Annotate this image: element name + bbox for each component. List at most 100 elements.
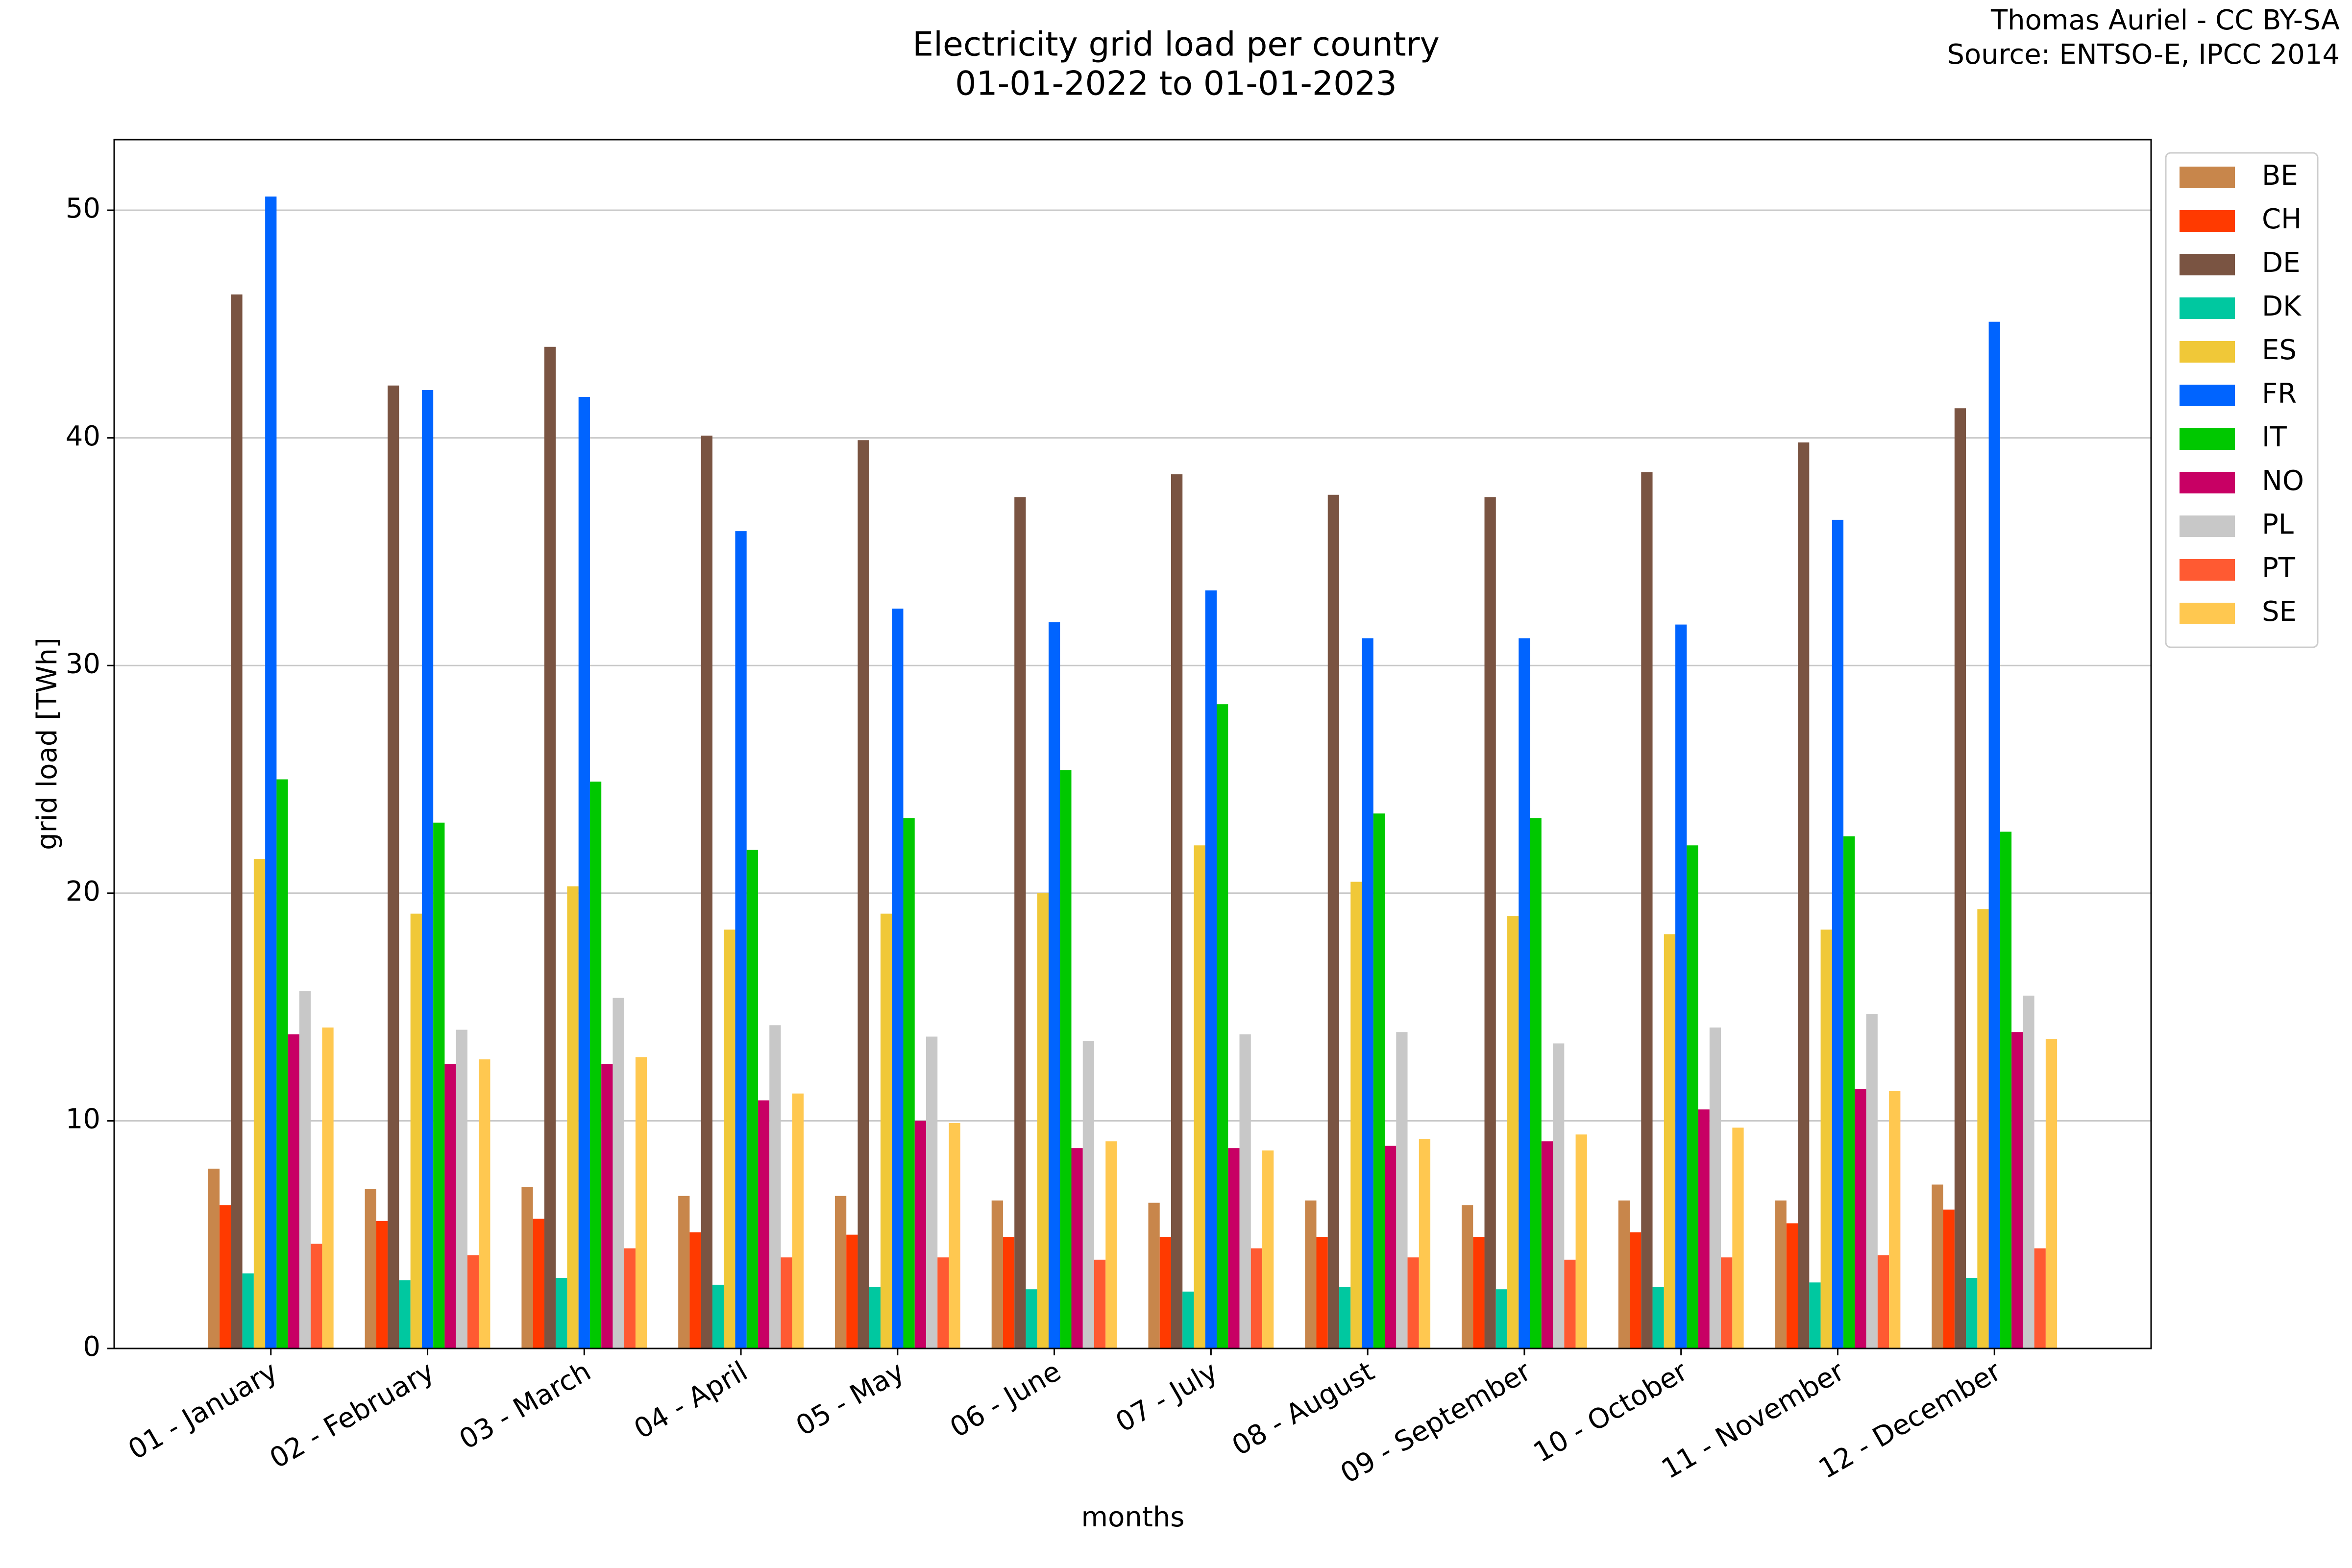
bar	[1462, 1205, 1473, 1348]
bar	[376, 1221, 388, 1348]
bar	[612, 998, 624, 1348]
bar	[1094, 1259, 1106, 1348]
bar	[1339, 1287, 1351, 1348]
bar	[1943, 1209, 1955, 1348]
bar	[1630, 1232, 1642, 1348]
legend-label: CH	[2262, 203, 2302, 235]
bar	[2023, 995, 2034, 1348]
bar	[1159, 1237, 1171, 1348]
legend-swatch	[2180, 559, 2235, 581]
legend-label: DK	[2262, 291, 2302, 322]
bar	[1082, 1041, 1095, 1348]
bar	[1977, 909, 1989, 1348]
bar	[533, 1219, 544, 1348]
bar	[388, 385, 399, 1348]
bar	[556, 1277, 567, 1348]
bar	[1507, 916, 1519, 1348]
bar	[1843, 836, 1855, 1348]
legend-swatch	[2180, 603, 2235, 624]
bar	[1171, 474, 1183, 1348]
bar	[869, 1287, 881, 1348]
bar	[589, 782, 602, 1348]
bar	[2000, 832, 2012, 1348]
legend-label: ES	[2262, 334, 2297, 366]
bar	[1262, 1150, 1274, 1348]
bar	[781, 1257, 792, 1348]
annotation: Thomas Auriel - CC BY-SA	[1990, 4, 2340, 36]
bar	[1473, 1237, 1485, 1348]
bar	[746, 850, 758, 1348]
bar	[1798, 442, 1810, 1348]
bar	[1484, 497, 1496, 1348]
bar	[220, 1205, 231, 1348]
bar	[834, 1196, 847, 1348]
bar	[544, 346, 556, 1349]
y-tick-label: 0	[83, 1331, 100, 1363]
bar	[299, 991, 311, 1348]
bar	[846, 1234, 858, 1348]
bar	[1037, 893, 1049, 1348]
bar	[601, 1064, 613, 1348]
bar	[1350, 882, 1362, 1348]
bar	[433, 822, 445, 1348]
bar	[1641, 472, 1653, 1348]
bar	[578, 396, 590, 1349]
bar	[1652, 1287, 1664, 1348]
legend-label: PL	[2262, 509, 2294, 540]
bar	[880, 913, 892, 1348]
bar	[701, 435, 712, 1348]
legend-swatch	[2180, 210, 2235, 232]
bar	[1855, 1089, 1866, 1348]
legend-label: NO	[2262, 465, 2304, 497]
bar	[1988, 321, 2000, 1349]
bar	[265, 196, 277, 1349]
bar	[276, 779, 288, 1348]
bar	[1809, 1282, 1821, 1348]
bar	[467, 1255, 479, 1348]
bar	[712, 1284, 724, 1348]
bar	[724, 930, 735, 1348]
legend-swatch	[2180, 428, 2235, 450]
bar	[735, 531, 747, 1348]
bar	[1519, 638, 1530, 1348]
legend-swatch	[2180, 297, 2235, 319]
bar	[792, 1093, 804, 1348]
y-tick-label: 30	[66, 648, 100, 680]
legend-label: DE	[2262, 247, 2301, 279]
bar	[399, 1280, 411, 1348]
bar	[1014, 497, 1026, 1348]
bar	[242, 1273, 254, 1348]
bar	[1003, 1237, 1015, 1348]
chart-subtitle: 01-01-2022 to 01-01-2023	[955, 65, 1397, 103]
bar	[1239, 1034, 1251, 1348]
bar	[288, 1034, 299, 1348]
bar	[521, 1187, 533, 1348]
bar	[1966, 1277, 1978, 1348]
bar	[689, 1232, 701, 1348]
bar	[1541, 1141, 1553, 1348]
legend-swatch	[2180, 515, 2235, 537]
bar	[253, 859, 266, 1348]
legend-swatch	[2180, 254, 2235, 275]
bar	[1877, 1255, 1889, 1348]
legend-label: PT	[2262, 552, 2296, 584]
y-tick-label: 10	[66, 1103, 100, 1135]
bar	[2011, 1032, 2023, 1348]
bar	[1373, 813, 1385, 1348]
bar	[937, 1257, 949, 1348]
bar	[2034, 1248, 2046, 1348]
bar	[1932, 1184, 1943, 1348]
bar	[1564, 1259, 1576, 1348]
bar	[1316, 1237, 1328, 1348]
legend-label: FR	[2262, 378, 2297, 410]
bar	[1194, 845, 1205, 1348]
bar	[479, 1059, 490, 1348]
bar	[322, 1027, 334, 1348]
bar	[1182, 1291, 1194, 1348]
bar	[1575, 1134, 1587, 1348]
y-axis-label: grid load [TWh]	[31, 637, 63, 850]
bar	[456, 1029, 467, 1348]
bar	[208, 1168, 220, 1348]
legend-swatch	[2180, 341, 2235, 363]
